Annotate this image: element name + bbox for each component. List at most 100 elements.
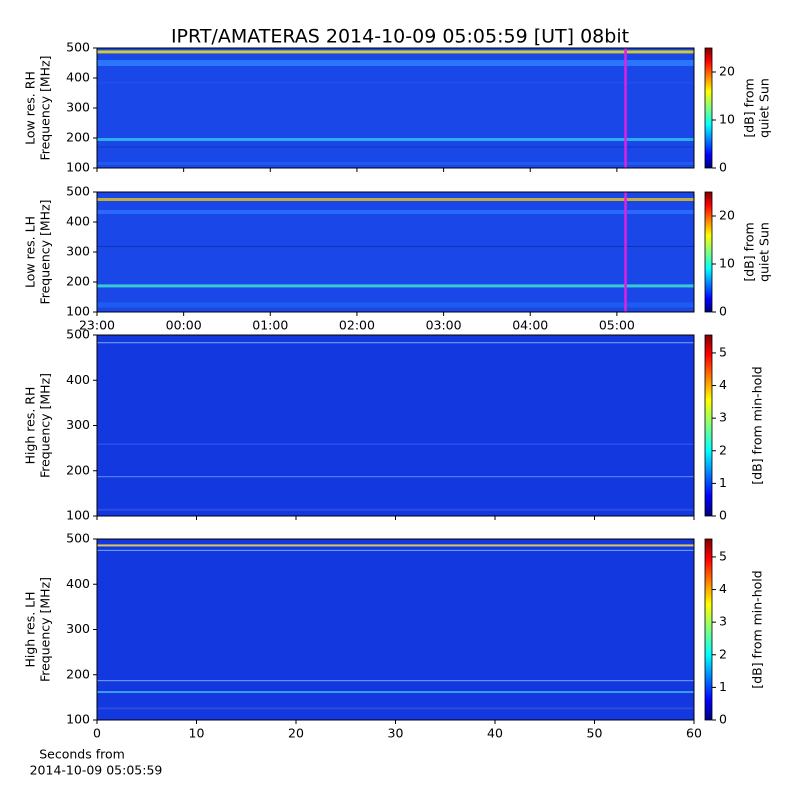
- y-axis-label: High res. RH: [23, 387, 38, 465]
- y-tick-label: 500: [66, 327, 90, 342]
- y-tick-label: 100: [66, 304, 90, 319]
- colorbar-tick-label: 10: [719, 112, 735, 127]
- colorbar-label: quiet Sun: [757, 78, 772, 138]
- spectrogram-band: [97, 443, 694, 445]
- y-tick-label: 500: [66, 531, 90, 546]
- y-axis-label: Frequency [MHz]: [38, 373, 53, 478]
- x-tick-label: 04:00: [512, 318, 548, 333]
- y-tick-label: 500: [66, 184, 90, 199]
- y-tick-label: 400: [66, 576, 90, 591]
- y-tick-label: 300: [66, 417, 90, 432]
- x-tick-label: 01:00: [252, 318, 288, 333]
- x-axis-label: 2014-10-09 05:05:59: [30, 763, 163, 778]
- colorbar-tick-label: 10: [719, 256, 735, 271]
- x-axis-label: Seconds from: [39, 747, 125, 762]
- y-tick-label: 400: [66, 214, 90, 229]
- spectrogram-band: [97, 198, 694, 201]
- x-tick-label: 02:00: [339, 318, 375, 333]
- colorbar-tick-label: 4: [719, 581, 727, 596]
- colorbar: [704, 47, 713, 169]
- colorbar-tick-label: 0: [719, 508, 727, 523]
- colorbar-tick-label: 20: [719, 208, 735, 223]
- colorbar-tick-label: 5: [719, 344, 727, 359]
- spectrogram-band: [97, 60, 694, 66]
- y-tick-label: 500: [66, 40, 90, 55]
- y-tick-label: 300: [66, 244, 90, 259]
- spectrogram-band: [97, 146, 694, 148]
- figure-title: IPRT/AMATERAS 2014-10-09 05:05:59 [UT] 0…: [171, 26, 629, 48]
- spectrogram: [97, 539, 694, 720]
- spectrogram-band: [97, 246, 694, 247]
- y-tick-label: 100: [66, 712, 90, 727]
- y-axis-label: High res. LH: [23, 591, 38, 667]
- y-tick-label: 100: [66, 160, 90, 175]
- x-tick-label: 30: [388, 726, 404, 741]
- spectrogram-band: [97, 707, 694, 710]
- spectrogram-band: [97, 162, 694, 165]
- colorbar-tick-label: 1: [719, 679, 727, 694]
- panel: 100 200 300 400 500 High res. RH Frequency [MH…: [23, 327, 765, 523]
- colorbar: [704, 191, 713, 313]
- colorbar-label: [dB] from: [742, 78, 757, 137]
- y-tick-label: 300: [66, 100, 90, 115]
- x-tick-label: 60: [686, 726, 702, 741]
- colorbar-tick-label: 3: [719, 410, 727, 425]
- x-tick-label: 0: [93, 726, 101, 741]
- colorbar-tick-label: 5: [719, 548, 727, 563]
- x-tick-label: 00:00: [166, 318, 202, 333]
- colorbar-tick-label: 2: [719, 442, 727, 457]
- spectrogram-band: [97, 508, 694, 511]
- spectrogram-band: [97, 476, 694, 478]
- x-tick-label: 50: [587, 726, 603, 741]
- y-axis-label: Frequency [MHz]: [38, 199, 53, 304]
- y-tick-label: 200: [66, 462, 90, 477]
- colorbar-tick-label: 4: [719, 377, 727, 392]
- spectrogram-band: [97, 342, 694, 344]
- y-axis-label: Frequency [MHz]: [38, 577, 53, 682]
- spectrogram: [97, 48, 694, 168]
- x-tick-label: 05:00: [599, 318, 635, 333]
- y-axis-label: Low res. LH: [23, 216, 38, 288]
- y-tick-label: 300: [66, 621, 90, 636]
- colorbar-tick-label: 2: [719, 646, 727, 661]
- x-tick-label: 40: [487, 726, 503, 741]
- spectrogram-band: [97, 302, 694, 308]
- spectrogram-band: [97, 549, 694, 551]
- colorbar-tick-label: 1: [719, 475, 727, 490]
- spectrogram-band: [97, 210, 694, 214]
- colorbar-tick-label: 0: [719, 712, 727, 727]
- colorbar-label: [dB] from min-hold: [750, 366, 765, 484]
- x-tick-label: 23:00: [79, 318, 115, 333]
- y-tick-label: 200: [66, 130, 90, 145]
- x-tick-label: 20: [288, 726, 304, 741]
- y-tick-label: 400: [66, 372, 90, 387]
- y-tick-label: 200: [66, 666, 90, 681]
- spectrogram-band: [97, 680, 694, 682]
- colorbar-tick-label: 0: [719, 160, 727, 175]
- colorbar-label: [dB] from: [742, 222, 757, 281]
- y-axis-label: Frequency [MHz]: [38, 55, 53, 160]
- colorbar: [704, 334, 713, 517]
- spectrogram-band: [97, 284, 694, 288]
- colorbar-label: [dB] from min-hold: [750, 570, 765, 688]
- y-tick-label: 100: [66, 508, 90, 523]
- x-tick-label: 03:00: [426, 318, 462, 333]
- spectrogram-band: [97, 81, 694, 84]
- spectrogram-band: [97, 544, 694, 547]
- colorbar: [704, 538, 713, 721]
- spectrogram-band: [97, 691, 694, 694]
- spectrogram: [97, 335, 694, 516]
- y-axis-label: Low res. RH: [23, 71, 38, 145]
- colorbar-tick-label: 0: [719, 304, 727, 319]
- colorbar-tick-label: 3: [719, 614, 727, 629]
- y-tick-label: 400: [66, 70, 90, 85]
- spectrogram-band: [97, 50, 694, 54]
- y-tick-label: 200: [66, 274, 90, 289]
- x-tick-label: 10: [189, 726, 205, 741]
- colorbar-tick-label: 20: [719, 64, 735, 79]
- spectrogram-band: [97, 138, 694, 141]
